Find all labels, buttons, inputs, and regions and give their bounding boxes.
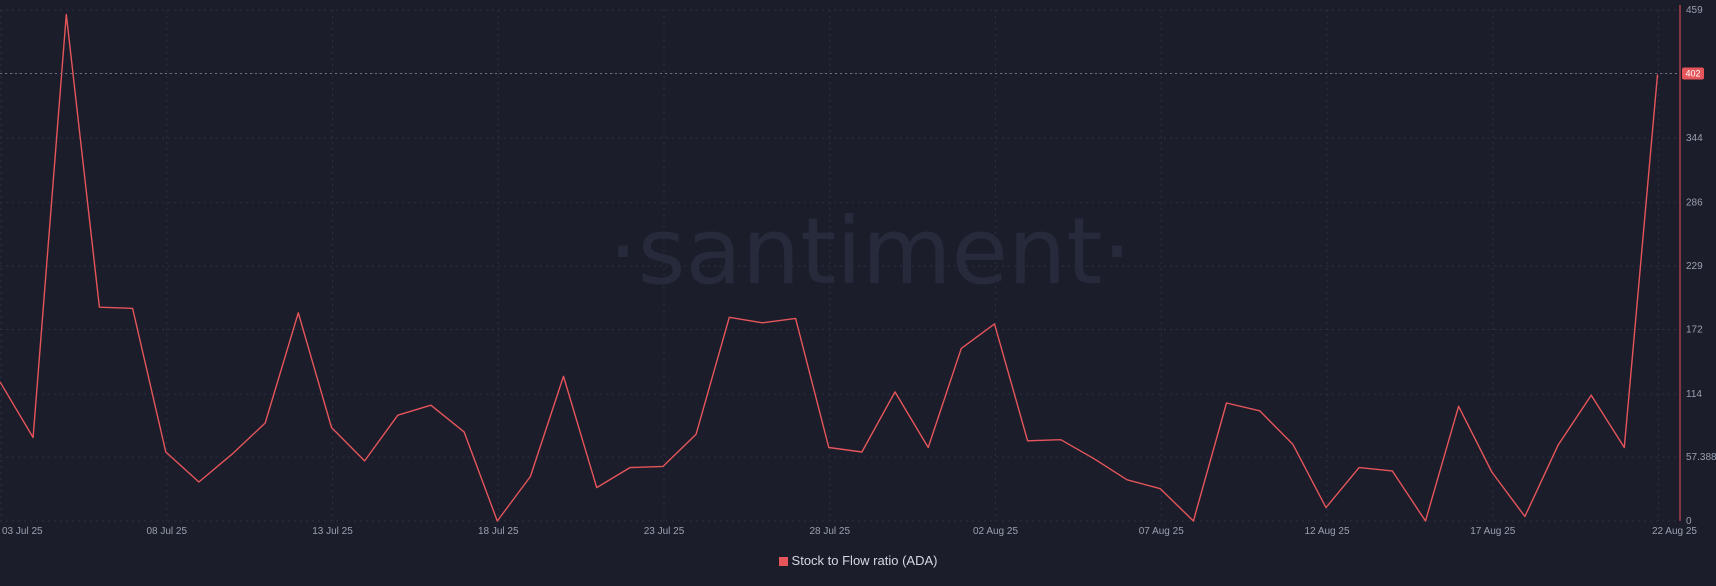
y-tick-label: 286 xyxy=(1686,198,1703,209)
last-value-badge: 402 xyxy=(1682,67,1704,80)
y-tick-label: 172 xyxy=(1686,325,1703,336)
x-tick-label: 18 Jul 25 xyxy=(478,526,519,537)
last-value-badge-text: 402 xyxy=(1685,68,1700,78)
y-tick-label: 229 xyxy=(1686,261,1703,272)
x-tick-label: 07 Aug 25 xyxy=(1139,526,1184,537)
x-tick-label: 23 Jul 25 xyxy=(644,526,685,537)
x-tick-label: 28 Jul 25 xyxy=(809,526,850,537)
legend-label: Stock to Flow ratio (ADA) xyxy=(791,553,938,568)
legend-swatch xyxy=(778,557,788,566)
x-tick-label: 12 Aug 25 xyxy=(1304,526,1349,537)
y-tick-label: 459 xyxy=(1686,5,1703,16)
y-tick-label: 344 xyxy=(1686,133,1703,144)
x-tick-label: 08 Jul 25 xyxy=(146,526,187,537)
santiment-watermark: ·santiment· xyxy=(608,198,1131,305)
x-tick-label: 22 Aug 25 xyxy=(1652,526,1697,537)
x-tick-label: 17 Aug 25 xyxy=(1470,526,1515,537)
y-tick-label: 114 xyxy=(1686,389,1702,400)
x-tick-label: 02 Aug 25 xyxy=(973,526,1018,537)
x-axis-ticks: 03 Jul 25 08 Jul 25 13 Jul 25 18 Jul 25 23 J… xyxy=(2,526,1697,537)
legend[interactable]: Stock to Flow ratio (ADA) xyxy=(0,553,1716,568)
y-tick-label: 57.388 xyxy=(1686,452,1716,463)
x-tick-label: 13 Jul 25 xyxy=(312,526,353,537)
y-axis-ticks: 459 344 286 229 172 114 57.388 0 xyxy=(1686,5,1716,527)
y-tick-label: 0 xyxy=(1686,516,1692,527)
last-value-badge-bg xyxy=(1682,67,1704,80)
series-line-stock-to-flow xyxy=(0,13,1659,522)
x-tick-label: 03 Jul 25 xyxy=(2,526,43,537)
